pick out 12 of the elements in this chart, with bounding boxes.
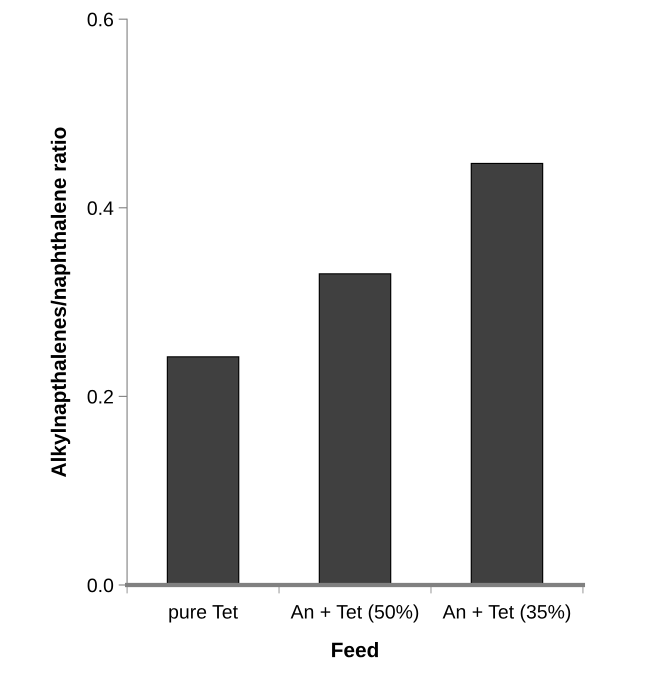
y-axis-title: Alkylnapthalenes/naphthalene ratio [50, 127, 70, 477]
y-tick-label: 0.2 [88, 390, 113, 404]
x-axis-title: Feed [332, 642, 378, 658]
bar [470, 162, 544, 585]
y-tick-label: 0.0 [88, 578, 114, 592]
y-tick-label: 0.6 [88, 12, 114, 26]
x-tick-label: An + Tet (35%) [442, 604, 570, 623]
x-tick-label: pure Tet [169, 605, 238, 623]
y-tick-label: 0.4 [88, 201, 114, 216]
x-tick-label: An + Tet (50%) [290, 604, 418, 623]
bar [318, 273, 392, 585]
bar [166, 356, 240, 585]
